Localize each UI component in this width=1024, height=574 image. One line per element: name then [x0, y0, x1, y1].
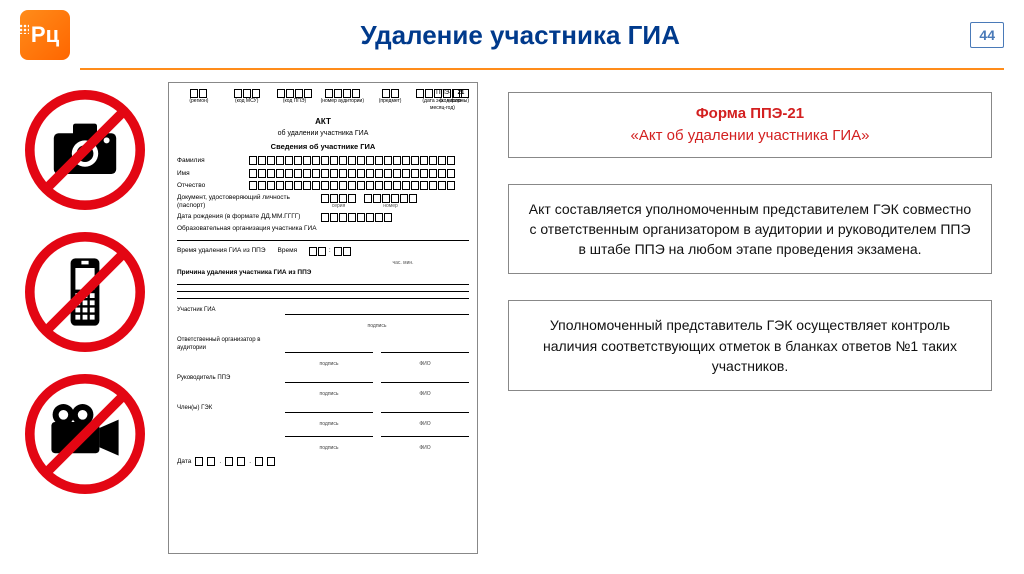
form-boxes-docnum [364, 194, 417, 203]
sig-cap-4: подпись [285, 421, 373, 428]
sig-cap-4b: ФИО [381, 421, 469, 428]
form-ppe-caption: (код формы) [436, 98, 469, 105]
sig-cap-5: подпись [285, 445, 373, 452]
logo: Рц [20, 10, 70, 60]
sig-cap-2b: ФИО [381, 361, 469, 368]
form-time-caption: час. мин. [337, 260, 469, 267]
form-ppe-label: ППЭ- [436, 90, 451, 98]
sig-label-head: Руководитель ППЭ [177, 375, 277, 383]
form-line-1 [177, 240, 469, 241]
page-number-badge: 44 [970, 22, 1004, 48]
form-boxes-dob [321, 213, 392, 222]
form-date-label: Дата [177, 458, 191, 466]
info-box-description: Акт составляется уполномоченным представ… [508, 184, 992, 275]
sig-cap-1: подпись [285, 323, 469, 330]
sig-label-participant: Участник ГИА [177, 307, 277, 315]
form-label-org: Образовательная организация участника ГИ… [177, 225, 469, 233]
form-document: ППЭ- 21 (код формы) (регион) (код МСУ) (… [168, 82, 478, 554]
form-label-time2: Время [278, 247, 298, 255]
no-camera-icon [25, 90, 145, 210]
info-title-line1: Форма ППЭ-21 [527, 103, 973, 125]
form-top-label-2: (код ППЭ) [273, 98, 317, 105]
content: ППЭ- 21 (код формы) (регион) (код МСУ) (… [0, 70, 1024, 564]
page-title: Удаление участника ГИА [70, 20, 970, 51]
form-header-row: (регион) (код МСУ) (код ППЭ) (номер ауди… [177, 89, 469, 111]
sig-cap-2: подпись [285, 361, 373, 368]
form-boxes-docseries [321, 194, 356, 203]
sig-cap-3b: ФИО [381, 391, 469, 398]
form-boxes-name [249, 169, 455, 178]
prohibition-icons-column [20, 82, 150, 554]
form-boxes-time: : [309, 247, 350, 256]
sig-cap-3: подпись [285, 391, 373, 398]
logo-text: Рц [31, 22, 59, 48]
sig-label-gek: Член(ы) ГЭК [177, 405, 277, 413]
form-caption-number: номер [364, 203, 417, 210]
form-label-doc: Документ, удостоверяющий личность (паспо… [177, 194, 317, 211]
form-ppe-num: 21 [453, 89, 469, 98]
form-top-label-3: (номер аудитории) [320, 98, 364, 105]
sig-cap-5b: ФИО [381, 445, 469, 452]
header: Рц Удаление участника ГИА 44 [0, 0, 1024, 60]
form-act-title: АКТ [177, 117, 469, 127]
form-top-label-4: (предмет) [368, 98, 412, 105]
info-box-title: Форма ППЭ-21 «Акт об удалении участника … [508, 92, 992, 158]
form-label-surname: Фамилия [177, 156, 245, 165]
form-label-reason: Причина удаления участника ГИА из ППЭ [177, 269, 469, 277]
form-top-label-0: (регион) [177, 98, 221, 105]
form-caption-series: серия [321, 203, 356, 210]
form-boxes-patronymic [249, 181, 455, 190]
form-top-label-1: (код МСУ) [225, 98, 269, 105]
form-line-4 [177, 298, 469, 299]
form-label-dob: Дата рождения (в формате ДД.ММ.ГГГГ) [177, 213, 317, 221]
form-line-2 [177, 284, 469, 285]
no-phone-icon [25, 232, 145, 352]
form-label-time: Время удаления ГИА из ППЭ [177, 247, 266, 255]
form-label-name: Имя [177, 169, 245, 178]
form-label-patronymic: Отчество [177, 181, 245, 190]
form-boxes-surname [249, 156, 455, 165]
form-code-box: ППЭ- 21 (код формы) [436, 89, 469, 105]
form-line-3 [177, 291, 469, 292]
info-box-control: Уполномоченный представитель ГЭК осущест… [508, 300, 992, 391]
form-section-title: Сведения об участнике ГИА [177, 142, 469, 152]
no-video-camera-icon [25, 374, 145, 494]
form-act-subtitle: об удалении участника ГИА [177, 129, 469, 138]
sig-label-organizer: Ответственный организатор в аудитории [177, 337, 277, 353]
info-title-line2: «Акт об удалении участника ГИА» [527, 125, 973, 147]
info-column: Форма ППЭ-21 «Акт об удалении участника … [496, 82, 1004, 554]
